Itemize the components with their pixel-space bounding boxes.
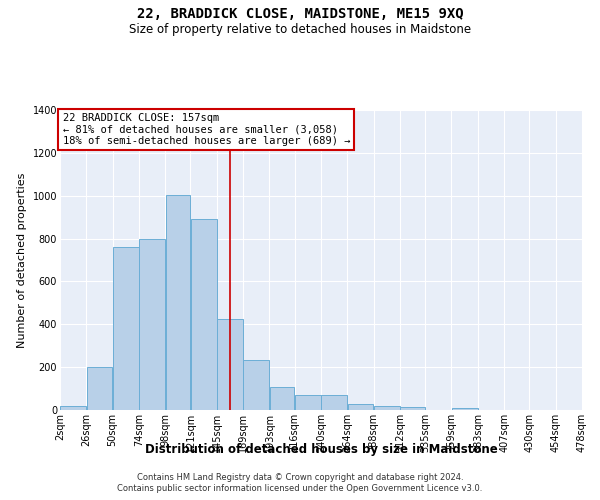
- Y-axis label: Number of detached properties: Number of detached properties: [17, 172, 27, 348]
- Text: Distribution of detached houses by size in Maidstone: Distribution of detached houses by size …: [145, 442, 497, 456]
- Bar: [60, 406, 86, 410]
- Text: 22 BRADDICK CLOSE: 157sqm
← 81% of detached houses are smaller (3,058)
18% of se: 22 BRADDICK CLOSE: 157sqm ← 81% of detac…: [62, 113, 350, 146]
- Bar: [400, 408, 425, 410]
- Bar: [347, 404, 373, 410]
- Bar: [113, 247, 139, 410]
- Bar: [295, 395, 321, 410]
- Text: Contains public sector information licensed under the Open Government Licence v3: Contains public sector information licen…: [118, 484, 482, 493]
- Bar: [191, 220, 217, 410]
- Bar: [321, 396, 347, 410]
- Bar: [139, 238, 165, 410]
- Text: Contains HM Land Registry data © Crown copyright and database right 2024.: Contains HM Land Registry data © Crown c…: [137, 472, 463, 482]
- Text: Size of property relative to detached houses in Maidstone: Size of property relative to detached ho…: [129, 22, 471, 36]
- Bar: [452, 408, 478, 410]
- Bar: [217, 319, 243, 410]
- Text: 22, BRADDICK CLOSE, MAIDSTONE, ME15 9XQ: 22, BRADDICK CLOSE, MAIDSTONE, ME15 9XQ: [137, 8, 463, 22]
- Bar: [270, 387, 295, 410]
- Bar: [166, 194, 190, 410]
- Bar: [374, 406, 400, 410]
- Bar: [86, 367, 112, 410]
- Bar: [244, 360, 269, 410]
